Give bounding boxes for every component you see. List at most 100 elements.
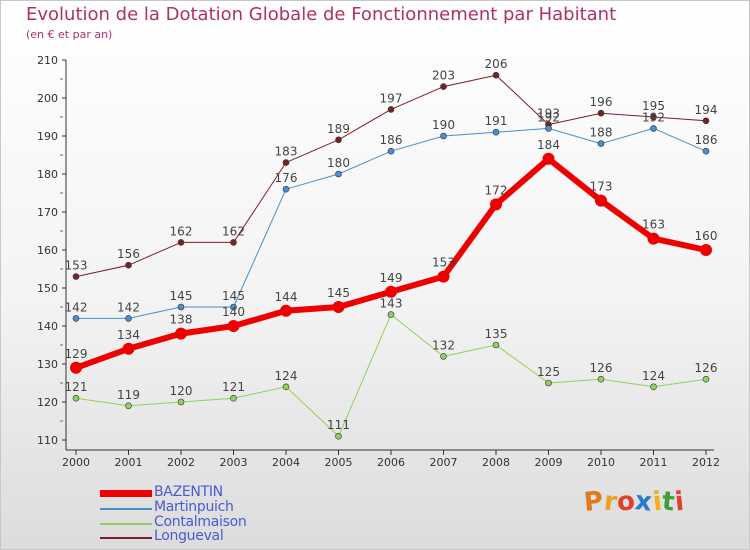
y-tick-label: 180 [37, 168, 58, 181]
data-point-bazentin [490, 198, 502, 211]
data-point-bazentin [175, 327, 187, 340]
legend-label-bazentin: BAZENTIN [154, 484, 223, 500]
data-label-contalmaison: 111 [327, 418, 350, 432]
data-label-bazentin: 153 [432, 256, 455, 270]
legend-label-contalmaison: Contalmaison [154, 514, 247, 530]
data-point-bazentin [122, 342, 135, 355]
x-tick-label: 2007 [430, 456, 458, 469]
data-label-longueval: 206 [485, 57, 508, 71]
data-label-martinpuich: 142 [117, 300, 140, 314]
data-label-contalmaison: 121 [65, 380, 88, 394]
data-label-bazentin: 184 [537, 138, 560, 152]
data-label-longueval: 189 [327, 122, 350, 136]
data-point-contalmaison [335, 432, 342, 440]
data-label-contalmaison: 132 [432, 338, 455, 352]
data-point-longueval [650, 113, 657, 121]
data-label-longueval: 197 [380, 91, 403, 105]
data-point-longueval [335, 136, 342, 144]
data-label-bazentin: 163 [642, 218, 665, 232]
x-tick-label: 2010 [587, 456, 615, 469]
y-tick-label: 140 [37, 320, 58, 333]
chart-title: Evolution de la Dotation Globale de Fonc… [26, 4, 617, 25]
legend-swatch-bazentin [100, 490, 152, 497]
data-label-bazentin: 138 [170, 313, 193, 327]
data-point-martinpuich [545, 125, 552, 132]
data-label-longueval: 153 [65, 259, 88, 273]
data-label-bazentin: 140 [222, 305, 245, 319]
data-label-contalmaison: 119 [117, 388, 140, 402]
data-label-martinpuich: 192 [642, 110, 665, 124]
data-point-contalmaison [492, 341, 500, 349]
data-point-contalmaison [72, 394, 80, 402]
x-tick-label: 2005 [325, 456, 353, 469]
legend-swatch-martinpuich [100, 508, 152, 510]
x-tick-label: 2009 [535, 456, 563, 469]
x-tick-label: 2002 [167, 456, 195, 469]
data-point-bazentin [70, 361, 82, 374]
legend-swatch-contalmaison [100, 523, 152, 525]
y-tick-label: 200 [37, 92, 58, 105]
data-label-longueval: 162 [170, 224, 193, 238]
data-label-contalmaison: 135 [485, 327, 508, 341]
data-label-martinpuich: 145 [222, 289, 245, 303]
data-label-longueval: 162 [222, 224, 245, 238]
data-label-bazentin: 144 [275, 290, 298, 304]
data-label-longueval: 193 [537, 107, 560, 121]
data-label-bazentin: 173 [590, 180, 613, 194]
data-point-longueval [440, 83, 447, 90]
data-label-martinpuich: 191 [485, 114, 508, 128]
y-tick-label: 190 [37, 130, 58, 143]
data-point-martinpuich [650, 125, 657, 132]
x-tick-label: 2001 [115, 456, 143, 469]
y-tick-label: 150 [37, 282, 58, 295]
data-point-longueval [597, 109, 605, 117]
data-point-longueval [177, 239, 185, 246]
legend-label-martinpuich: Martinpuich [154, 499, 234, 515]
data-point-martinpuich [282, 185, 290, 193]
data-point-bazentin [437, 270, 450, 283]
data-label-longueval: 183 [275, 145, 298, 159]
data-label-longueval: 196 [590, 95, 613, 109]
y-tick-label: 170 [37, 206, 58, 219]
data-point-longueval [72, 273, 80, 280]
data-label-bazentin: 149 [380, 271, 403, 285]
data-point-longueval [230, 239, 237, 246]
data-label-martinpuich: 142 [65, 300, 88, 314]
data-point-contalmaison [230, 394, 237, 402]
data-point-bazentin [595, 194, 607, 207]
data-point-contalmaison [125, 402, 132, 410]
data-label-martinpuich: 192 [537, 110, 560, 124]
data-point-martinpuich [230, 303, 237, 311]
data-point-martinpuich [440, 132, 447, 140]
data-label-bazentin: 134 [117, 328, 140, 342]
data-label-martinpuich: 180 [327, 156, 350, 170]
x-tick-label: 2006 [377, 456, 405, 469]
data-point-bazentin [542, 152, 555, 165]
data-point-martinpuich [177, 303, 185, 311]
data-label-contalmaison: 143 [380, 297, 403, 311]
series-line-contalmaison [75, 314, 707, 437]
x-tick-label: 2003 [220, 456, 248, 469]
data-label-contalmaison: 124 [275, 369, 298, 383]
data-point-martinpuich [125, 315, 132, 322]
logo-letter: i [673, 486, 686, 518]
data-label-bazentin: 160 [695, 229, 718, 243]
data-label-martinpuich: 190 [432, 118, 455, 132]
data-point-bazentin [700, 244, 712, 256]
legend-label-longueval: Longueval [154, 528, 224, 544]
data-label-contalmaison: 126 [695, 361, 718, 375]
data-point-contalmaison [650, 383, 657, 391]
data-label-martinpuich: 145 [170, 289, 193, 303]
data-point-contalmaison [282, 383, 290, 391]
data-label-martinpuich: 186 [695, 133, 718, 147]
data-point-bazentin [227, 320, 240, 332]
x-tick-label: 2000 [62, 456, 90, 469]
data-label-contalmaison: 124 [642, 369, 665, 383]
proxiti-logo: Proxiti [582, 486, 686, 518]
data-label-contalmaison: 121 [222, 380, 245, 394]
data-label-longueval: 203 [432, 69, 455, 83]
data-label-martinpuich: 176 [275, 171, 298, 185]
x-tick-label: 2011 [640, 456, 668, 469]
